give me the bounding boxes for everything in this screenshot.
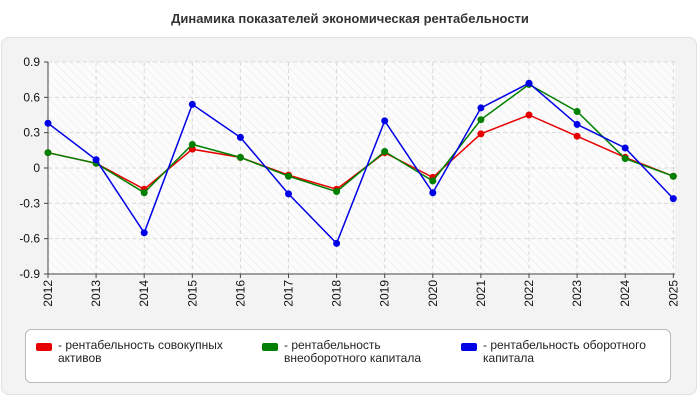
y-tick-label: 0.3 (23, 126, 40, 140)
plot-area (48, 62, 675, 274)
x-tick-label: 2020 (426, 280, 440, 307)
y-tick-label: -0.9 (19, 267, 40, 281)
data-point-0 (525, 111, 533, 119)
data-point-2 (573, 120, 581, 128)
data-point-2 (477, 104, 485, 112)
axes (47, 62, 675, 275)
y-tick-label: -0.3 (19, 196, 40, 210)
y-tick-label: 0.9 (23, 55, 40, 69)
data-point-2 (92, 156, 100, 164)
x-tick-label: 2013 (89, 280, 103, 307)
x-tick-label: 2012 (41, 280, 55, 307)
x-tick-label: 2024 (618, 280, 632, 307)
series-lines (44, 79, 677, 247)
data-point-2 (188, 100, 196, 108)
series-line-1 (47, 83, 674, 194)
data-point-2 (429, 189, 437, 197)
x-tick-label: 2025 (666, 280, 680, 307)
legend-swatch-assets (36, 343, 52, 351)
data-point-2 (381, 117, 389, 125)
data-point-1 (188, 140, 196, 148)
y-tick-label: 0 (33, 161, 40, 175)
data-point-2 (44, 119, 52, 127)
data-point-1 (44, 149, 52, 157)
y-tick-label: 0.6 (23, 90, 40, 104)
x-tick-label: 2021 (474, 280, 488, 307)
data-point-1 (669, 172, 677, 180)
data-point-1 (140, 189, 148, 197)
data-point-1 (621, 155, 629, 163)
series-line-2 (47, 82, 674, 245)
legend-label-working-capital: - рентабельность оборотного капитала (483, 338, 646, 365)
legend-swatch-working-capital (461, 343, 477, 351)
data-point-2 (621, 144, 629, 152)
y-tick-labels: 0.9 0.6 0.3 0 -0.3 -0.6 -0.9 (19, 55, 40, 281)
data-point-1 (381, 148, 389, 156)
data-point-1 (477, 116, 485, 124)
data-point-1 (333, 188, 341, 196)
x-tick-labels: 2012 2013 2014 2015 2016 2017 2018 2019 2020 2021… (41, 280, 680, 307)
legend: - рентабельность совокупных активов - ре… (25, 329, 671, 383)
chart-title: Динамика показателей экономическая рента… (171, 11, 529, 26)
x-tick-label: 2022 (522, 280, 536, 307)
x-tick-label: 2019 (378, 280, 392, 307)
data-point-2 (333, 239, 341, 247)
data-point-1 (573, 107, 581, 115)
legend-swatch-fixed-capital (262, 343, 278, 351)
data-point-1 (236, 153, 244, 161)
x-tick-label: 2015 (185, 280, 199, 307)
x-tick-label: 2016 (233, 280, 247, 307)
y-tick-label: -0.6 (19, 232, 40, 246)
data-point-2 (285, 190, 292, 198)
legend-label-fixed-capital: - рентабельность внеоборотного капитала (284, 338, 421, 365)
data-point-2 (236, 133, 244, 141)
data-point-2 (525, 79, 533, 87)
data-point-2 (140, 229, 148, 237)
x-tick-label: 2023 (570, 280, 584, 307)
data-point-1 (429, 177, 437, 185)
legend-label-assets: - рентабельность совокупных активов (58, 338, 223, 365)
data-point-1 (285, 172, 292, 180)
x-tick-label: 2017 (282, 280, 296, 307)
data-point-0 (477, 130, 485, 138)
x-tick-label: 2014 (137, 280, 151, 307)
data-point-2 (669, 195, 677, 203)
data-point-0 (573, 132, 581, 140)
x-tick-label: 2018 (330, 280, 344, 307)
